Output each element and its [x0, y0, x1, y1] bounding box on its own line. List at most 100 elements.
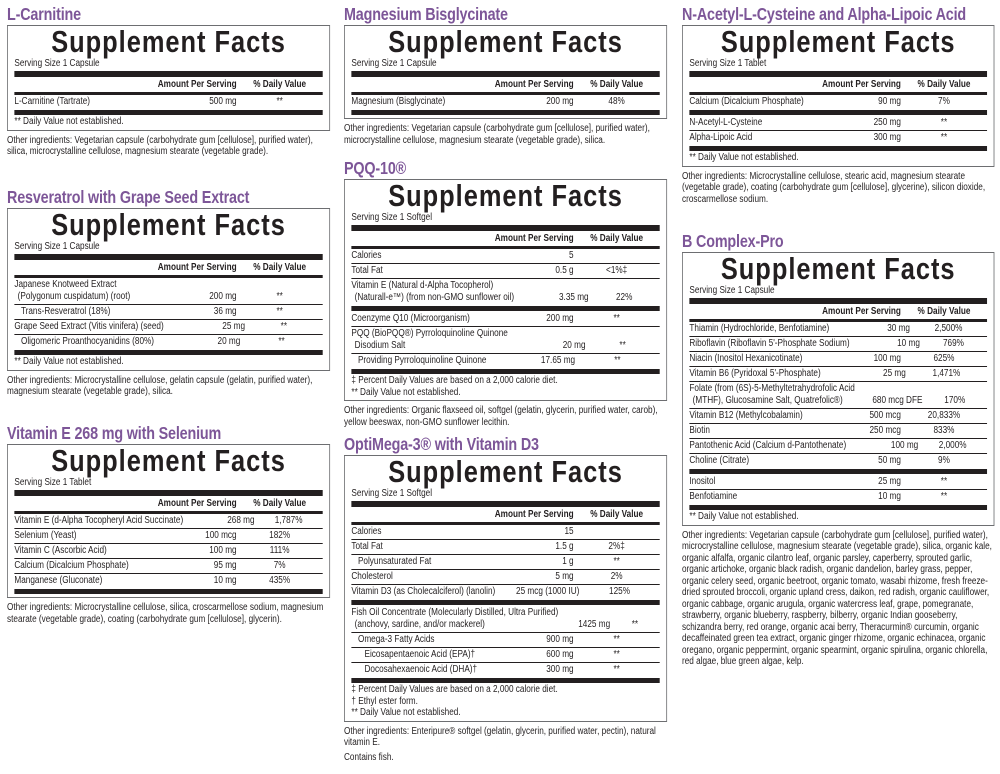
bottom-divider [14, 589, 323, 594]
nutrient-amount: 1.5 g [555, 541, 574, 552]
nutrient-name-line: Vitamin C (Ascorbic Acid) [14, 545, 107, 556]
group-divider [689, 110, 988, 115]
nutrient-name: Magnesium (Bisglycinate) [351, 96, 483, 108]
nutrient-row: Trans-Resveratrol (18%) 36 mg ** [14, 304, 323, 319]
nutrient-daily-value: 833% [933, 425, 955, 436]
supplement-facts-heading: Supplement Facts [51, 24, 286, 59]
nutrient-amount: 250 mcg [869, 425, 901, 436]
nutrient-name: Vitamin E (Natural d-Alpha Tocopherol) (N… [351, 280, 514, 304]
medium-divider [689, 319, 988, 322]
nutrient-group: Inositol 25 mg ** Benfotiamine 10 mg ** [689, 475, 988, 504]
nutrient-amount: 95 mg [213, 560, 237, 571]
nutrient-name-line: Vitamin B12 (Methylcobalamin) [689, 410, 803, 421]
footnote: ** Daily Value not established. [351, 386, 461, 398]
nutrient-row: Biotin 250 mcg 833% [689, 423, 988, 438]
nutrient-daily-value: 2% [610, 571, 623, 582]
header-amount: Amount Per Serving [157, 79, 237, 90]
supplement-facts-heading: Supplement Facts [720, 24, 956, 59]
nutrient-daily-value: ** [614, 355, 621, 366]
bottom-divider [14, 110, 323, 115]
nutrient-name-line: Vitamin E (d-Alpha Tocopheryl Acid Succi… [14, 515, 184, 526]
nutrient-amount: 200 mg [209, 291, 237, 302]
medium-divider [14, 92, 323, 95]
thick-divider [351, 225, 660, 231]
product-section: Magnesium Bisglycinate Supplement Facts Se… [344, 4, 668, 146]
nutrient-amount: 250 mg [873, 117, 901, 128]
nutrient-row: Thiamin (Hydrochloride, Benfotiamine) 30 … [689, 322, 987, 336]
thick-divider [14, 490, 323, 496]
nutrient-amount: 300 mg [546, 664, 574, 675]
nutrient-name: L-Carnitine (Tartrate) [14, 96, 146, 108]
nutrient-name-line: Folate (from (6S)-5-Methyltetrahydrofoli… [689, 383, 855, 394]
nutrient-row: Vitamin E (Natural d-Alpha Tocopherol) (N… [351, 278, 660, 305]
nutrient-name: Omega-3 Fatty Acids [351, 634, 483, 646]
nutrient-amount: 268 mg [227, 515, 255, 526]
nutrient-group: Fish Oil Concentrate (Molecularly Distil… [351, 606, 660, 677]
medium-divider [351, 522, 660, 525]
supplement-facts-panel: Supplement Facts Serving Size 1 Tablet Amo… [7, 444, 331, 598]
nutrient-daily-value: 7% [938, 96, 950, 107]
nutrient-name: Calcium (Dicalcium Phosphate) [14, 560, 146, 572]
header-daily-value: % Daily Value [253, 79, 307, 90]
product-section: PQQ-10® Supplement Facts Serving Size 1 So… [344, 158, 668, 428]
nutrient-name-line: Riboflavin (Riboflavin 5'-Phosphate Sodi… [689, 338, 850, 349]
other-ingredients: Other ingredients: Microcrystalline cell… [7, 374, 313, 398]
nutrient-name: Oligomeric Proanthocyanidins (80%) [14, 336, 154, 348]
nutrient-daily-value: ** [276, 291, 283, 302]
product-title: OptiMega-3® with Vitamin D3 [344, 434, 539, 454]
nutrient-row: Selenium (Yeast) 100 mcg 182% [14, 528, 323, 543]
nutrient-daily-value: ** [613, 556, 620, 567]
nutrient-group: Magnesium (Bisglycinate) 200 mg 48% [351, 95, 659, 109]
nutrient-name-line: Omega-3 Fatty Acids [357, 634, 435, 645]
supplement-facts-panel: Supplement Facts Serving Size 1 Capsule Am… [7, 24, 331, 131]
nutrient-row: Vitamin B12 (Methylcobalamin) 500 mcg 20,8… [689, 408, 988, 423]
other-ingredients: Other ingredients: Vegetarian capsule (c… [682, 529, 992, 668]
nutrient-daily-value: ** [276, 306, 283, 317]
nutrient-row: N-Acetyl-L-Cysteine 250 mg ** [689, 116, 987, 130]
nutrient-row: Choline (Citrate) 50 mg 9% [689, 453, 988, 468]
nutrient-amount: 25 mcg (1000 IU) [516, 586, 580, 597]
nutrient-daily-value: ** [619, 340, 626, 351]
nutrient-amount: 100 mcg [205, 530, 237, 541]
header-daily-value: % Daily Value [590, 233, 644, 244]
nutrient-name: Inositol [689, 476, 810, 488]
product-section: Vitamin E 268 mg with Selenium Supplement… [7, 423, 331, 625]
nutrient-name: Eicosapentaenoic Acid (EPA)† [351, 649, 483, 661]
nutrient-row: Japanese Knotweed Extract (Polygonum cusp… [14, 278, 322, 304]
nutrient-name-line: Docosahexaenoic Acid (DHA)† [364, 664, 478, 675]
nutrient-row: Cholesterol 5 mg 2% [351, 569, 660, 584]
nutrient-name-line: Calcium (Dicalcium Phosphate) [689, 96, 804, 107]
medium-divider [14, 275, 323, 278]
nutrient-daily-value: ** [940, 491, 948, 502]
nutrient-name: Cholesterol [351, 571, 483, 583]
nutrient-name-line: N-Acetyl-L-Cysteine [689, 117, 763, 128]
nutrient-group: N-Acetyl-L-Cysteine 250 mg ** Alpha-Lipoic … [689, 116, 988, 145]
nutrient-amount: 5 mg [555, 571, 574, 582]
column-header-row: Amount Per Serving % Daily Value [14, 497, 322, 511]
nutrient-row: PQQ (BioPQQ®) Pyrroloquinoline Quinone Di… [351, 326, 660, 353]
nutrient-amount: 300 mg [873, 132, 901, 143]
bottom-divider [351, 678, 660, 683]
footnote: ‡ Percent Daily Values are based on a 2,… [351, 684, 558, 695]
nutrient-name-line: Pantothenic Acid (Calcium d-Pantothenate… [689, 440, 847, 451]
nutrient-daily-value: 9% [938, 455, 950, 466]
supplement-facts-panel: Supplement Facts Serving Size 1 Tablet Amo… [682, 24, 995, 167]
nutrient-name-line-2: (Polygonum cuspidatum) (root) [17, 291, 131, 302]
nutrient-name-line: Niacin (Inositol Hexanicotinate) [689, 353, 803, 364]
serving-size: Serving Size 1 Tablet [14, 477, 92, 488]
nutrient-daily-value: 1,471% [932, 368, 961, 379]
supplement-facts-heading: Supplement Facts [388, 454, 623, 489]
nutrient-name: Providing Pyrroloquinoline Quinone [351, 355, 487, 367]
nutrient-name: Polyunsaturated Fat [351, 556, 483, 568]
nutrient-row: Alpha-Lipoic Acid 300 mg ** [689, 130, 988, 145]
nutrient-row: Manganese (Gluconate) 10 mg 435% [14, 573, 323, 588]
product-title: L-Carnitine [7, 4, 81, 24]
other-ingredients: Other ingredients: Microcrystalline cell… [682, 170, 986, 205]
nutrient-name: Vitamin B6 (Pyridoxal 5'-Phosphate) [689, 368, 820, 380]
nutrient-daily-value: 2,500% [934, 323, 963, 334]
nutrient-amount: 10 mg [897, 338, 920, 349]
nutrient-name-line-2: (MTHF), Glucosamine Salt, Quatrefolic®) [692, 395, 843, 406]
group-divider [351, 600, 660, 605]
thick-divider [14, 71, 323, 77]
nutrient-amount: 10 mg [213, 575, 237, 586]
